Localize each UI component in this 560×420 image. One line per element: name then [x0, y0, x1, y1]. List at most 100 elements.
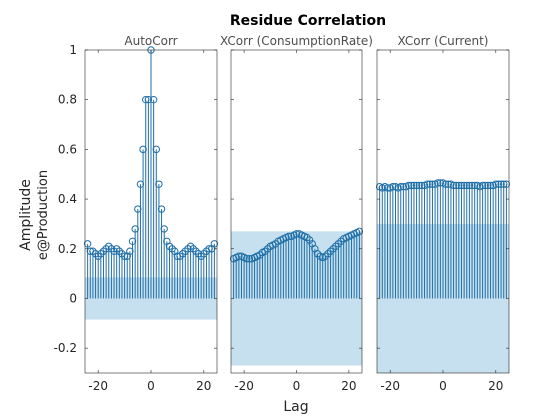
- stem-marker: [89, 247, 97, 255]
- stem-marker: [97, 250, 105, 258]
- stem-marker: [457, 181, 466, 190]
- stem-marker: [271, 240, 280, 248]
- stem-marker: [186, 242, 195, 250]
- stem-marker: [102, 245, 110, 253]
- stem-marker: [423, 180, 431, 188]
- stem-marker: [484, 181, 492, 190]
- stem-marker: [355, 227, 364, 236]
- stem-marker: [426, 180, 434, 188]
- stem-marker: [305, 236, 314, 244]
- panel-1: AutoCorr -0.2 0 0.2 0.4 0.6 0.8 1 -20 0 20: [54, 34, 219, 393]
- stem-marker: [407, 181, 416, 190]
- stem-marker: [160, 225, 168, 233]
- stem-marker: [460, 181, 468, 190]
- y-tick-label: 0.2: [58, 242, 77, 256]
- stem-marker: [468, 181, 476, 190]
- stem-marker: [178, 250, 187, 258]
- stem-marker: [436, 179, 445, 187]
- stem-marker: [168, 245, 176, 253]
- stem-marker: [441, 180, 450, 188]
- stem-marker: [115, 247, 124, 255]
- stem-marker: [155, 180, 163, 188]
- stem-marker: [383, 184, 392, 192]
- stem-marker: [176, 252, 184, 260]
- stem-marker: [83, 240, 92, 248]
- y-tick-label: 0.4: [58, 192, 77, 206]
- stem-marker: [399, 182, 408, 191]
- x-tick-label: 0: [293, 379, 301, 393]
- stem-marker: [197, 252, 205, 260]
- stem-marker: [192, 247, 200, 255]
- stem-marker: [492, 180, 500, 188]
- stem-marker: [428, 180, 437, 188]
- stem-marker: [415, 181, 423, 190]
- stem-marker: [107, 245, 116, 253]
- y-tick-label: 0.6: [58, 142, 77, 156]
- stem-marker: [410, 181, 418, 190]
- stem-marker: [134, 205, 142, 213]
- stem-marker: [131, 225, 139, 233]
- stem-marker: [189, 245, 197, 253]
- stem-marker: [139, 145, 147, 154]
- stem-marker: [494, 180, 503, 188]
- panel-subtitle: XCorr (ConsumptionRate): [220, 34, 373, 48]
- stem-marker: [235, 252, 243, 260]
- stem-marker: [105, 242, 113, 250]
- stem-marker: [205, 245, 213, 253]
- stem-marker: [434, 179, 442, 187]
- stem-marker: [397, 182, 405, 191]
- stem-marker: [110, 247, 118, 255]
- stem-marker: [463, 181, 471, 190]
- x-tick-label: 20: [488, 379, 503, 393]
- stem-marker: [412, 181, 421, 190]
- x-tick-label: -20: [88, 379, 108, 393]
- stem-marker: [465, 181, 474, 190]
- stem-marker: [497, 180, 505, 188]
- stem-marker: [144, 95, 153, 104]
- stem-marker: [303, 233, 311, 242]
- stem-marker: [404, 181, 413, 190]
- stem-marker: [120, 252, 129, 260]
- stem-marker: [444, 180, 452, 188]
- stem-marker: [389, 182, 397, 191]
- y-tick-label: 1: [69, 43, 77, 57]
- stem-marker: [452, 181, 460, 190]
- x-tick-label: 0: [147, 379, 155, 393]
- stem-marker: [326, 247, 335, 255]
- stem-marker: [243, 255, 251, 263]
- x-axis-label: Lag: [283, 399, 308, 415]
- panel-2: XCorr (ConsumptionRate) -20 0 20: [220, 34, 373, 393]
- y-axis-label: Amplitude: [18, 179, 34, 251]
- stem-marker: [210, 240, 219, 248]
- y-tick-label: -0.2: [54, 341, 77, 355]
- stem-marker: [181, 247, 190, 255]
- stem-marker: [449, 181, 458, 190]
- stem-marker: [284, 232, 293, 241]
- stem-marker: [142, 95, 150, 104]
- panel-3: XCorr (Current) -20 0 20: [375, 34, 511, 393]
- panel-subtitle: XCorr (Current): [398, 34, 489, 48]
- stem-marker: [128, 237, 137, 246]
- stem-marker: [94, 252, 102, 260]
- stem-marker: [470, 181, 479, 190]
- y-tick-label: 0.8: [58, 93, 77, 107]
- stem-marker: [337, 237, 345, 246]
- stem-marker: [481, 181, 489, 190]
- x-tick-label: -20: [380, 379, 400, 393]
- stem-marker: [200, 250, 208, 258]
- stem-marker: [324, 250, 332, 258]
- stem-marker: [292, 230, 301, 238]
- stem-marker: [455, 181, 463, 190]
- stem-marker: [91, 250, 100, 258]
- stem-marker: [136, 180, 145, 188]
- y-axis-sublabel: e@Production: [36, 170, 51, 260]
- stem-marker: [478, 181, 487, 190]
- stem-marker: [99, 247, 108, 255]
- stem-marker: [263, 245, 272, 253]
- stem-marker: [329, 245, 337, 253]
- stem-marker: [165, 242, 174, 250]
- x-tick-label: 20: [341, 379, 356, 393]
- stem-marker: [261, 247, 269, 255]
